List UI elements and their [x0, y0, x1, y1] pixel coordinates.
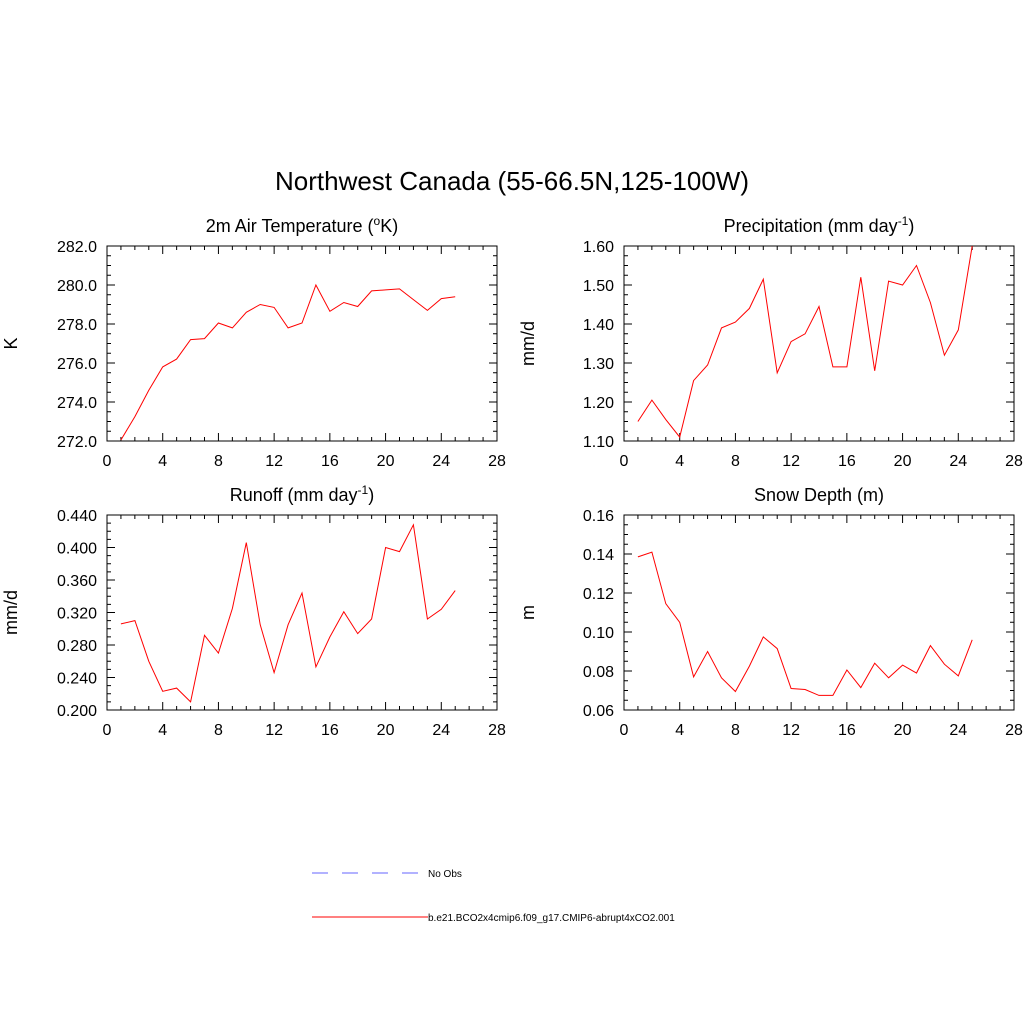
legend-label-no-obs: No Obs [428, 869, 462, 880]
x-tick-label: 0 [620, 722, 629, 739]
panel-1: 0 4 8 12 16 20 24 28 272.0 274.0 276.0 278.0 280.0 28… [1, 214, 506, 470]
y-tick-label: 0.240 [57, 671, 97, 688]
y-tick-label: 1.20 [583, 395, 614, 412]
x-tick-label: 28 [1005, 722, 1023, 739]
y-tick-label: 272.0 [57, 434, 97, 451]
y-axis-label: m [518, 605, 538, 620]
panel-title: 2m Air Temperature (oK) [206, 214, 398, 236]
y-tick-label: 0.14 [583, 547, 614, 564]
legend: No Obs b.e21.BCO2x4cmip6.f09_g17.CMIP6-a… [312, 869, 675, 924]
x-tick-label: 20 [894, 453, 912, 470]
x-tick-label: 0 [620, 453, 629, 470]
y-tick-label: 1.60 [583, 239, 614, 256]
x-tick-label: 16 [321, 453, 339, 470]
x-tick-label: 4 [158, 453, 167, 470]
x-tick-label: 16 [838, 722, 856, 739]
y-tick-label: 0.360 [57, 573, 97, 590]
x-tick-label: 24 [432, 722, 450, 739]
y-tick-label: 1.30 [583, 356, 614, 373]
x-tick-label: 24 [949, 453, 967, 470]
y-tick-label: 0.280 [57, 638, 97, 655]
y-axis-label: K [1, 337, 21, 349]
x-tick-label: 20 [377, 722, 395, 739]
x-tick-label: 8 [731, 453, 740, 470]
panel-title: Runoff (mm day-1) [230, 483, 374, 505]
x-tick-label: 28 [488, 453, 506, 470]
y-tick-label: 0.400 [57, 541, 97, 558]
series-line [637, 551, 973, 696]
x-tick-label: 4 [675, 453, 684, 470]
x-tick-label: 4 [158, 722, 167, 739]
y-tick-label: 1.10 [583, 434, 614, 451]
y-tick-label: 282.0 [57, 239, 97, 256]
plot-frame [623, 514, 1015, 711]
x-tick-label: 12 [782, 453, 800, 470]
y-tick-label: 0.10 [583, 625, 614, 642]
x-tick-label: 8 [214, 722, 223, 739]
x-tick-label: 24 [432, 453, 450, 470]
panel-2: 0 4 8 12 16 20 24 28 1.10 1.20 1.30 1.40 1.50 1.60 mm/… [518, 214, 1023, 470]
y-tick-label: 0.12 [583, 586, 614, 603]
series-line [120, 283, 456, 441]
x-tick-label: 0 [103, 722, 112, 739]
x-tick-label: 4 [675, 722, 684, 739]
y-axis-label: mm/d [518, 321, 538, 366]
x-tick-label: 16 [838, 453, 856, 470]
plot-frame [623, 245, 1015, 442]
x-tick-label: 20 [377, 453, 395, 470]
x-tick-label: 28 [488, 722, 506, 739]
panel-3: 0 4 8 12 16 20 24 28 0.200 0.240 0.280 0.320 0.360 0.… [1, 483, 506, 739]
x-tick-label: 20 [894, 722, 912, 739]
y-tick-label: 280.0 [57, 278, 97, 295]
x-tick-label: 12 [782, 722, 800, 739]
series-line [637, 245, 973, 439]
x-tick-label: 16 [321, 722, 339, 739]
panel-title: Snow Depth (m) [754, 485, 884, 505]
y-tick-label: 0.320 [57, 606, 97, 623]
series-line [120, 523, 456, 703]
figure-title: Northwest Canada (55-66.5N,125-100W) [275, 166, 749, 196]
panel-title: Precipitation (mm day-1) [724, 214, 915, 236]
y-tick-label: 0.06 [583, 703, 614, 720]
y-tick-label: 274.0 [57, 395, 97, 412]
y-tick-label: 1.40 [583, 317, 614, 334]
legend-label-model: b.e21.BCO2x4cmip6.f09_g17.CMIP6-abrupt4x… [428, 913, 675, 924]
y-tick-label: 0.200 [57, 703, 97, 720]
x-tick-label: 8 [214, 453, 223, 470]
y-tick-label: 276.0 [57, 356, 97, 373]
plot-frame [106, 514, 498, 711]
x-tick-label: 24 [949, 722, 967, 739]
x-tick-label: 28 [1005, 453, 1023, 470]
x-tick-label: 12 [265, 722, 283, 739]
panels: 0 4 8 12 16 20 24 28 272.0 274.0 276.0 278.0 280.0 28… [1, 214, 1023, 739]
y-tick-label: 0.08 [583, 664, 614, 681]
y-tick-label: 0.440 [57, 508, 97, 525]
x-tick-label: 8 [731, 722, 740, 739]
y-tick-label: 0.16 [583, 508, 614, 525]
y-tick-label: 1.50 [583, 278, 614, 295]
panel-4: 0 4 8 12 16 20 24 28 0.06 0.08 0.10 0.12 0.14 0.16 m Sn… [518, 485, 1023, 739]
x-tick-label: 0 [103, 453, 112, 470]
plot-frame [106, 245, 498, 442]
y-tick-label: 278.0 [57, 317, 97, 334]
x-tick-label: 12 [265, 453, 283, 470]
y-axis-label: mm/d [1, 590, 21, 635]
